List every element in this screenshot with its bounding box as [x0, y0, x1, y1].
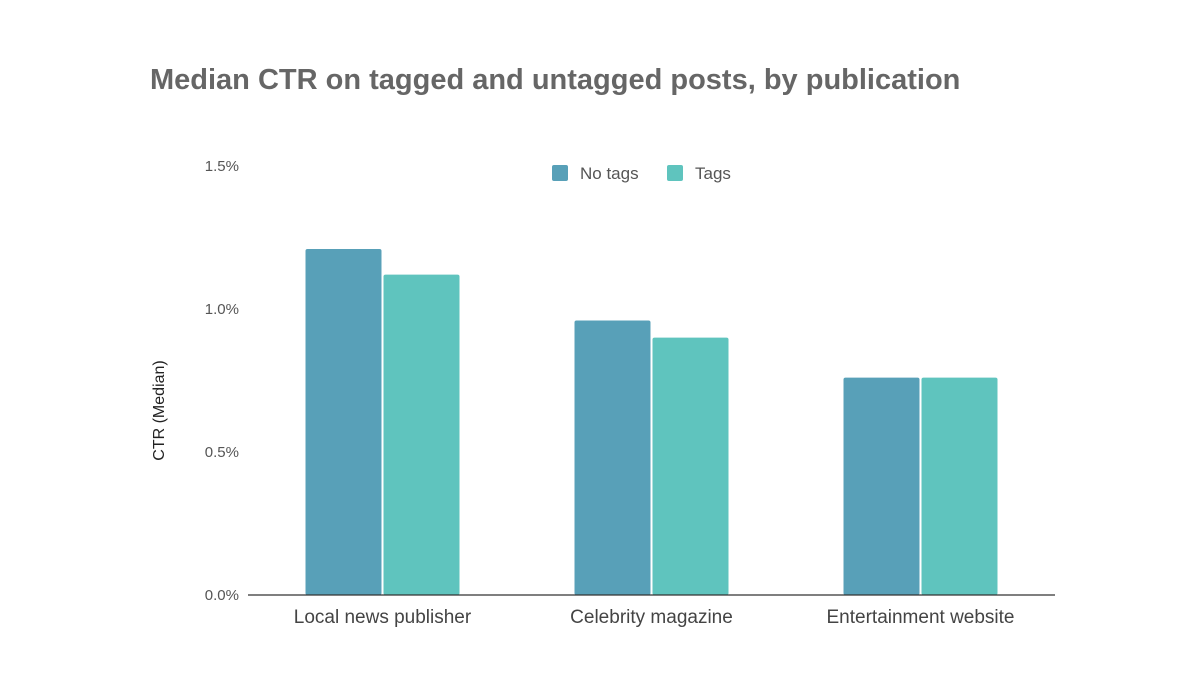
y-tick-label: 0.5%: [205, 444, 239, 461]
bar-no-tags: [843, 377, 920, 595]
x-tick-label: Celebrity magazine: [570, 607, 733, 628]
y-tick-label: 1.0%: [205, 301, 239, 318]
bar-tags: [921, 377, 998, 595]
y-tick-label: 1.5%: [205, 158, 239, 175]
bar-tags: [383, 274, 460, 595]
legend-swatch: [552, 165, 568, 181]
y-axis-ticks: 0.0% 0.5% 1.0% 1.5%: [205, 158, 239, 604]
chart-title: Median CTR on tagged and untagged posts,…: [150, 64, 961, 96]
legend-swatch: [667, 165, 683, 181]
x-tick-label: Local news publisher: [294, 607, 472, 628]
legend: No tags Tags: [552, 164, 731, 183]
y-tick-label: 0.0%: [205, 587, 239, 604]
x-axis-labels: Local news publisher Celebrity magazine En…: [294, 607, 1015, 628]
legend-label: Tags: [695, 164, 731, 183]
legend-label: No tags: [580, 164, 639, 183]
bar-no-tags: [574, 320, 651, 595]
bars: [305, 248, 998, 595]
bar-tags: [652, 337, 729, 595]
y-axis-label: CTR (Median): [151, 360, 168, 460]
bar-no-tags: [305, 248, 382, 595]
x-tick-label: Entertainment website: [827, 607, 1015, 628]
